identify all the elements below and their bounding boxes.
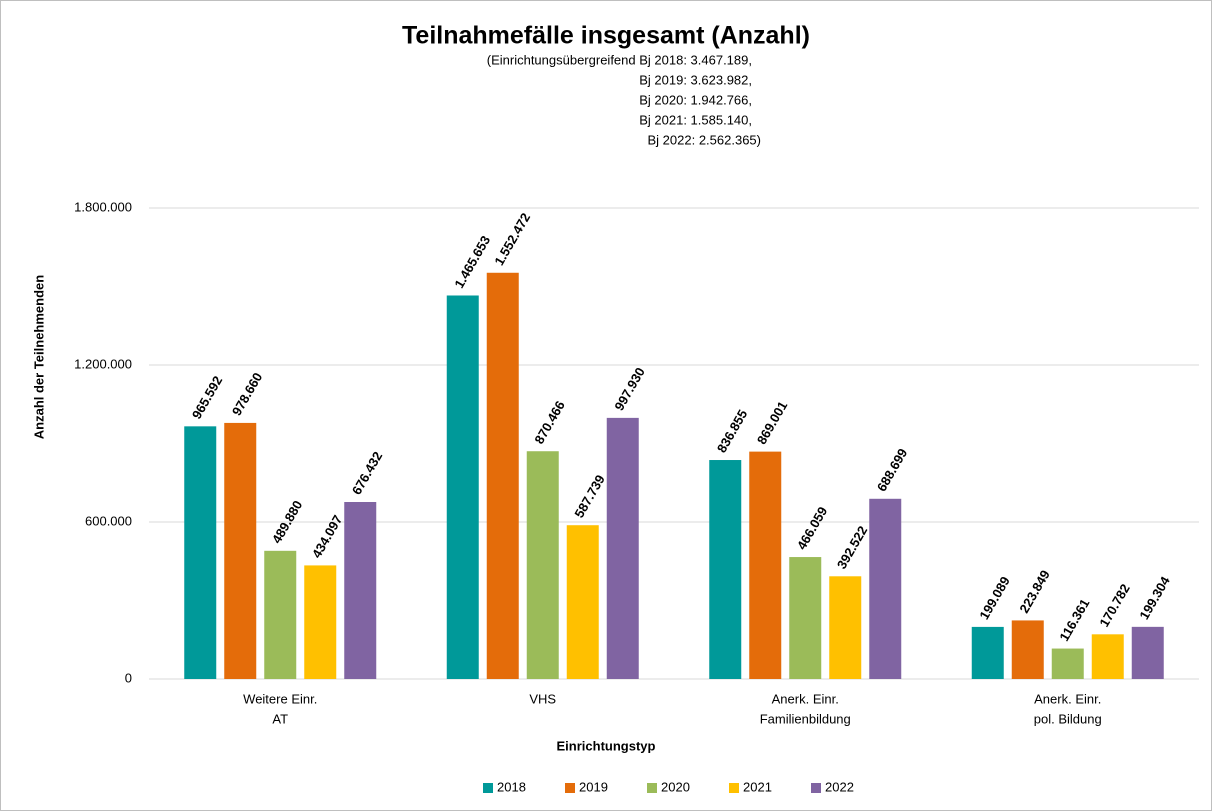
bar	[264, 550, 297, 679]
legend-label: 2019	[579, 779, 608, 794]
subtitle-line: Bj 2022: 2.562.365)	[648, 132, 761, 147]
bar	[304, 565, 337, 679]
subtitle-line: Bj 2020: 1.942.766,	[639, 92, 752, 107]
bar	[566, 525, 599, 679]
x-tick-label: pol. Bildung	[1034, 711, 1102, 726]
x-axis-label: Einrichtungstyp	[557, 738, 656, 753]
bar	[749, 451, 782, 679]
y-tick-label: 0	[125, 670, 132, 685]
bar	[446, 295, 479, 679]
legend-label: 2022	[825, 779, 854, 794]
bar	[486, 272, 519, 679]
x-tick-label: Anerk. Einr.	[772, 691, 839, 706]
legend-swatch	[647, 783, 657, 793]
bar	[526, 451, 559, 679]
x-tick-label: VHS	[529, 691, 556, 706]
bar	[829, 576, 862, 679]
x-tick-label: Anerk. Einr.	[1034, 691, 1101, 706]
x-tick-label: Familienbildung	[760, 711, 851, 726]
bar	[1091, 634, 1124, 679]
x-tick-label: AT	[272, 711, 288, 726]
bar	[971, 626, 1004, 679]
bar	[1011, 620, 1044, 679]
y-axis-label: Anzahl der Teilnehmenden	[31, 275, 46, 440]
y-tick-label: 1.800.000	[74, 199, 132, 214]
subtitle-line: Bj 2019: 3.623.982,	[639, 72, 752, 87]
legend-label: 2020	[661, 779, 690, 794]
bar	[709, 460, 742, 679]
bar	[184, 426, 217, 679]
bar	[1131, 626, 1164, 679]
legend-label: 2021	[743, 779, 772, 794]
x-tick-label: Weitere Einr.	[243, 691, 317, 706]
legend-label: 2018	[497, 779, 526, 794]
y-tick-label: 600.000	[85, 513, 132, 528]
bar	[869, 498, 902, 679]
legend-swatch	[483, 783, 493, 793]
chart-title: Teilnahmefälle insgesamt (Anzahl)	[402, 22, 810, 50]
subtitle-line: (Einrichtungsübergreifend Bj 2018: 3.467…	[487, 52, 752, 67]
bar	[344, 502, 377, 679]
bar	[1051, 648, 1084, 679]
bar	[606, 417, 639, 679]
y-tick-label: 1.200.000	[74, 356, 132, 371]
subtitle-line: Bj 2021: 1.585.140,	[639, 112, 752, 127]
legend-swatch	[811, 783, 821, 793]
legend-swatch	[729, 783, 739, 793]
legend-swatch	[565, 783, 575, 793]
bar	[789, 557, 822, 679]
bar	[224, 422, 257, 679]
